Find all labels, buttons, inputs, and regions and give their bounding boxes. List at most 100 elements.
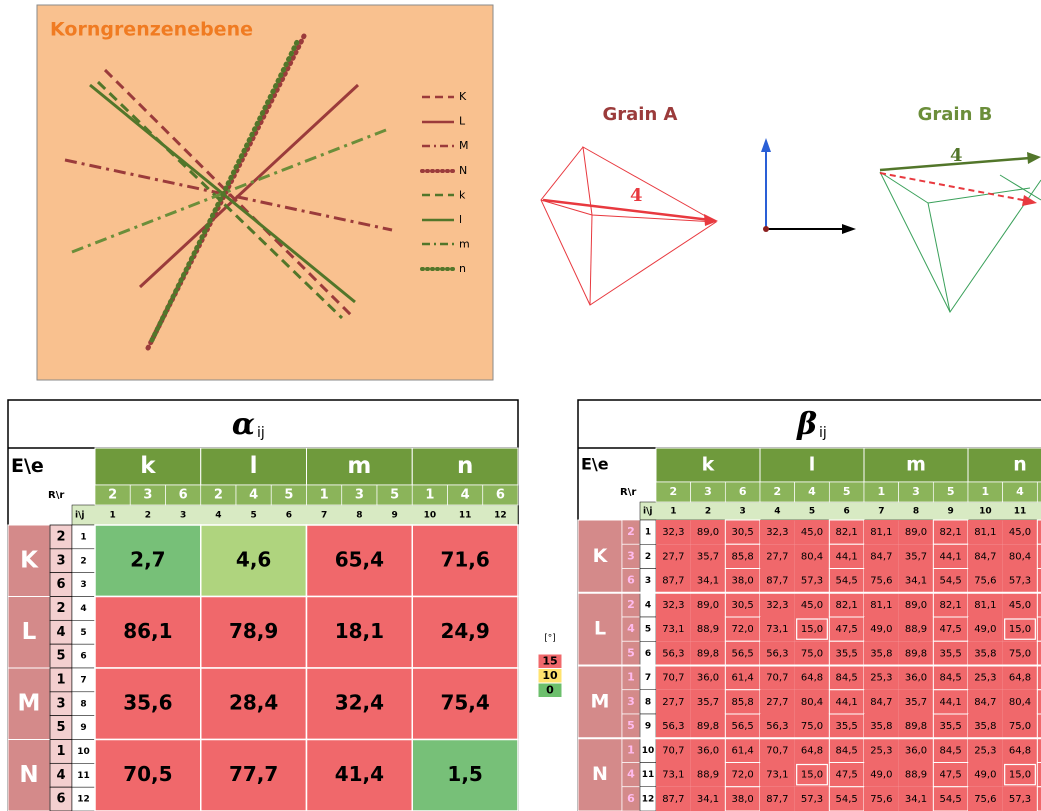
beta-cell [898,762,934,787]
row-index: 5 [80,628,86,638]
col-group-label: m [347,453,371,479]
row-sub-label: 3 [627,695,635,708]
beta-highlight [1004,618,1036,640]
beta-cell [968,665,1003,690]
beta-value: 47,5 [836,624,858,635]
beta-value: 87,7 [766,794,788,805]
beta-cell [1036,616,1041,642]
vector-b-projected [879,172,1029,202]
row-sub-label: 1 [627,671,635,684]
beta-value: 47,5 [836,770,858,781]
beta-value: 34,1 [697,576,719,587]
beta-cell [690,568,726,593]
alpha-cell [200,595,308,669]
beta-cell [794,714,830,739]
col-index: 2 [705,507,711,517]
alpha-cell [305,738,413,811]
beta-value: 87,7 [662,794,684,805]
row-group-label: N [592,763,608,785]
beta-value: 72,0 [732,624,754,635]
ij-band [71,504,519,526]
beta-cell [864,714,899,739]
legend-label: n [459,262,466,275]
col-index: 6 [286,511,292,521]
table-symbol: α [232,407,255,442]
alpha-value: 1,5 [447,762,482,786]
beta-value: 36,0 [697,745,719,756]
beta-value: 38,0 [732,576,754,587]
beta-value: 75,0 [1009,721,1031,732]
arrowhead [1027,152,1041,164]
beta-cell [690,617,726,642]
row-index: 12 [77,795,90,805]
beta-value: 32,3 [662,527,684,538]
row-group-cell [577,519,623,594]
beta-value: 88,9 [697,770,719,781]
row-sub-label: 6 [627,792,635,805]
beta-value: 61,4 [732,745,754,756]
beta-cell [828,519,865,545]
corner-label: E\e [581,455,609,474]
alpha-value: 35,6 [123,690,172,714]
beta-value: 34,1 [905,794,927,805]
row-sub-label: 6 [627,574,635,587]
beta-cell [898,617,934,642]
beta-cell [968,544,1003,569]
beta-cell [968,738,1003,763]
row-index: 9 [80,723,86,733]
grains: Grain A Grain B 4 4 [540,104,1041,313]
line-K [103,68,354,318]
row-index: 11 [77,771,90,781]
col-sub-label: 6 [179,488,188,503]
beta-cell [864,568,899,593]
vector-a-label: 4 [630,185,643,206]
beta-value: 89,0 [697,600,719,611]
beta-value: 44,1 [836,551,858,562]
r-label: R\r [620,487,636,498]
beta-value: 57,3 [801,576,823,587]
row-sub-label: 2 [627,525,635,538]
alpha-value: 77,7 [229,762,278,786]
beta-cell [760,544,795,569]
beta-cell [968,714,1003,739]
col-index: 5 [809,507,815,517]
col-index: 4 [774,507,780,517]
table-subscript: ij [257,425,265,441]
grain-a-label: Grain A [603,104,678,125]
beta-value: 35,5 [836,648,858,659]
beta-value: 47,5 [940,624,962,635]
beta-cell [760,592,795,617]
beta-value: 81,1 [870,600,892,611]
beta-cell [864,520,899,545]
beta-value: 32,3 [766,600,788,611]
beta-cell [864,544,899,569]
scale-label: 10 [542,669,558,682]
beta-cell [1002,520,1038,545]
beta-value: 45,0 [801,527,823,538]
col-sub-cell [482,484,519,506]
arrowhead [761,138,771,152]
col-sub-label: 2 [214,488,223,503]
beta-value: 15,0 [801,624,823,635]
beta-cell [828,713,865,739]
beta-cell [656,617,691,642]
beta-cell [932,665,969,691]
row-group-label: L [594,618,606,640]
row-sub-label: 4 [56,625,65,640]
plane-lines [64,33,393,351]
beta-value: 56,5 [732,648,754,659]
alpha-value: 65,4 [335,547,384,571]
beta-cell [1002,665,1038,690]
col-sub-label: 4 [1016,485,1024,498]
legend-label: K [459,90,467,103]
beta-cell [968,786,1003,811]
col-index: 8 [913,507,919,517]
legend-label: N [459,164,467,177]
beta-value: 88,9 [697,624,719,635]
beta-value: 57,3 [1009,576,1031,587]
col-sub-label: 5 [843,485,851,498]
beta-cell [724,616,761,642]
row-index: 2 [80,556,86,566]
beta-cell [1036,519,1041,545]
beta-cell [932,737,969,763]
